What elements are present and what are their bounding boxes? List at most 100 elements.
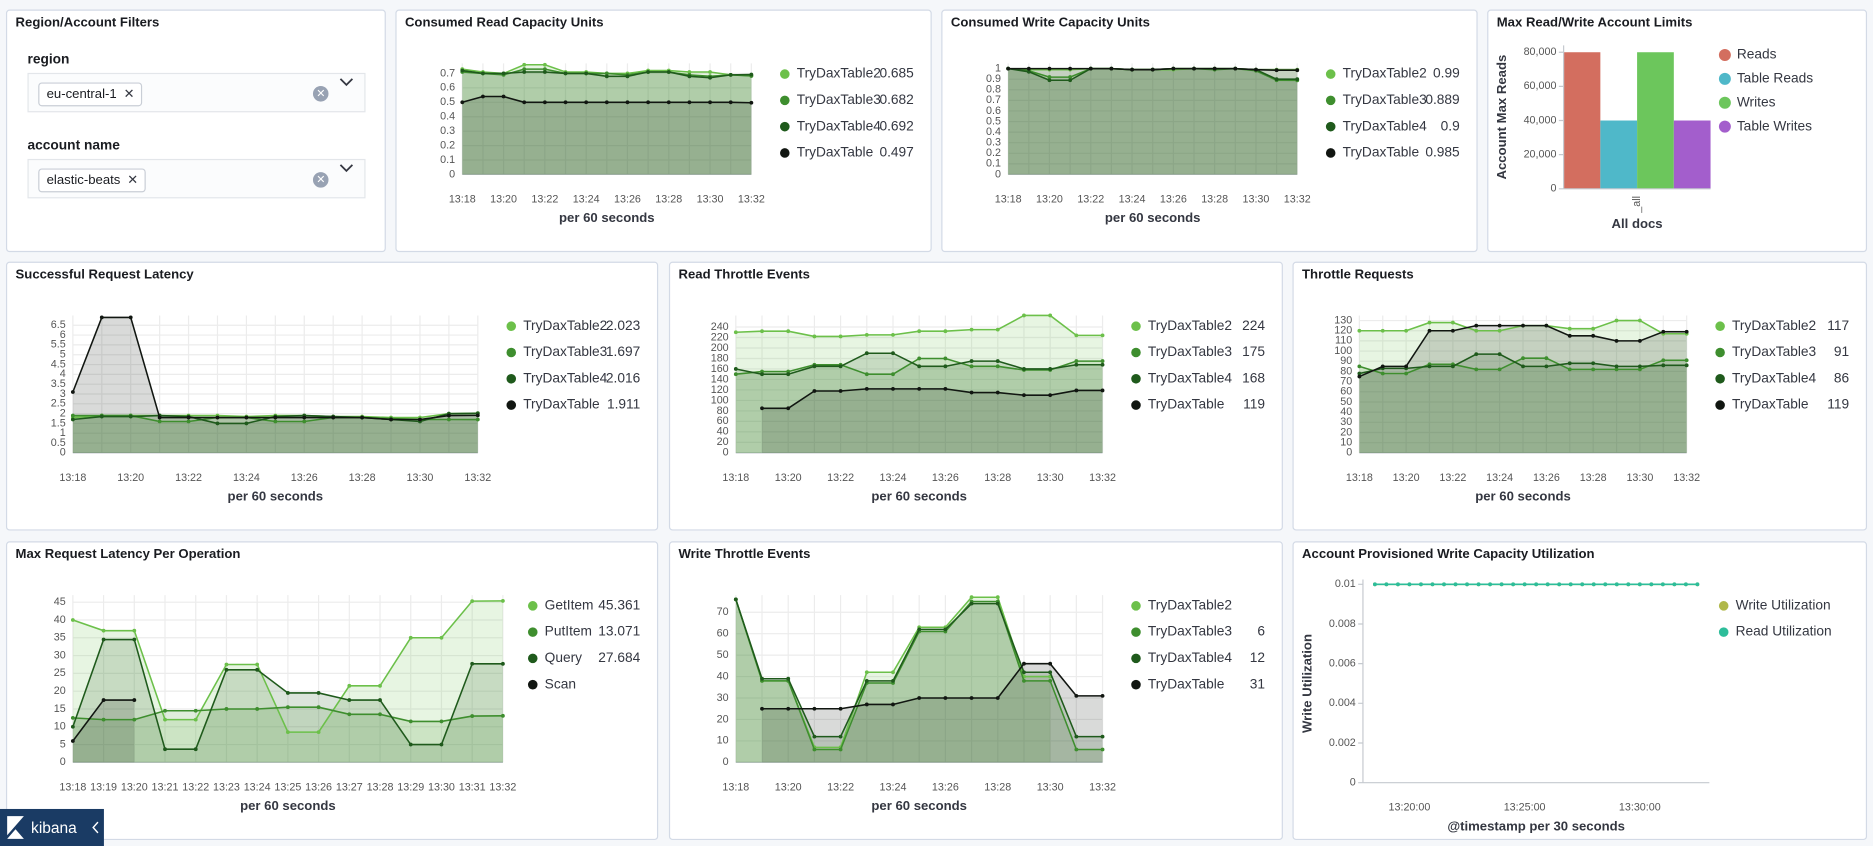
point: [439, 719, 444, 724]
point: [812, 734, 817, 739]
y-tick-label: 45: [54, 596, 66, 608]
y-tick-label: 30: [1340, 416, 1352, 428]
x-tick-label: 13:30: [697, 193, 724, 205]
legend-swatch: [1718, 627, 1729, 637]
point: [1476, 582, 1481, 587]
legend-swatch: [1325, 148, 1336, 158]
x-axis-title: @timestamp per 30 seconds: [1447, 818, 1625, 833]
legend-value: 13.071: [598, 624, 640, 639]
y-tick-label: 5: [60, 349, 66, 361]
point: [1430, 582, 1435, 587]
point: [157, 415, 162, 420]
point: [1357, 374, 1362, 379]
y-tick-label: 80,000: [1524, 46, 1557, 58]
y-tick-label: 0.7: [986, 94, 1001, 106]
point: [1521, 364, 1525, 369]
x-tick-label: 13:30: [1626, 472, 1653, 484]
point: [460, 68, 465, 73]
legend-label: PutItem: [545, 624, 592, 639]
point: [917, 364, 922, 369]
x-tick-label: 13:28: [1580, 472, 1607, 484]
x-tick-label: 13:28: [349, 472, 376, 484]
x-tick-label: 13:30: [1243, 193, 1270, 205]
y-tick-label: 0.01: [1335, 578, 1356, 590]
legend-value: 31: [1250, 676, 1265, 691]
point: [917, 386, 922, 391]
clear-button[interactable]: ✕: [312, 86, 329, 102]
clear-button[interactable]: ✕: [312, 172, 329, 188]
point: [1427, 328, 1432, 333]
chevron[interactable]: [338, 160, 355, 177]
point: [378, 683, 382, 688]
legend-swatch: [1325, 121, 1336, 132]
point: [864, 702, 869, 707]
point: [132, 637, 137, 642]
chart: 00.511.522.533.544.555.566.5 13:18 13:20 13…: [51, 315, 641, 504]
point: [1022, 661, 1026, 666]
y-tick-label: 100: [1334, 345, 1352, 357]
legend-label: TryDaxTable2: [797, 66, 881, 81]
chart: 0 0.002 0.004 0.006 0.008 0.01 13:20:00 13:25:0…: [1299, 578, 1831, 833]
y-tick-label: 0.9: [986, 73, 1001, 85]
point: [786, 369, 791, 374]
x-tick-label: 13:30: [428, 781, 455, 793]
point: [255, 662, 260, 667]
point: [132, 698, 137, 702]
point: [943, 627, 948, 632]
x-tick-label: 13:24: [573, 193, 600, 205]
point: [969, 359, 974, 364]
point: [193, 708, 198, 713]
y-tick-label: 40: [1340, 406, 1352, 418]
point: [500, 713, 505, 718]
legend-value: 0.985: [1425, 145, 1460, 160]
point: [347, 683, 352, 688]
point: [969, 601, 974, 606]
legend-swatch: [1131, 653, 1141, 664]
y-tick-label: 240: [711, 321, 729, 333]
y-tick-label: 0.4: [440, 111, 455, 123]
x-tick-label: 13:18: [722, 472, 749, 484]
chip-remove[interactable]: ✕: [123, 87, 135, 102]
point: [475, 413, 480, 418]
kibana-footer[interactable]: kibana: [0, 808, 104, 846]
point: [1637, 367, 1642, 372]
point: [760, 406, 764, 411]
x-axis-title: per 60 seconds: [871, 489, 967, 504]
x-tick-label: 13:30: [1037, 781, 1064, 793]
collapse-toggle[interactable]: [90, 809, 102, 846]
point: [1022, 393, 1026, 398]
x-tick-label: 13:20: [490, 193, 517, 205]
point: [1022, 678, 1026, 683]
y-tick-label: 60: [717, 628, 729, 640]
x-tick-label: 13:20: [1393, 472, 1420, 484]
y-tick-label: 10: [1340, 437, 1352, 449]
chart-panel: 0 5 10 15 20 25 30 35 40 45 13:18 13:19 13:20 13:21 13…: [5, 541, 659, 841]
combo-box[interactable]: eu-central-1 ✕ ✕: [27, 72, 366, 113]
point: [347, 712, 352, 717]
point: [1048, 313, 1053, 318]
legend-swatch: [506, 347, 517, 358]
chevron[interactable]: [338, 74, 355, 91]
point: [285, 730, 290, 735]
chart: 0 10 20 30 40 50 60 70 13:18 13:20 13:22 13:24 13:26…: [717, 595, 1265, 813]
point: [1497, 328, 1502, 333]
panel-title: Account Provisioned Write Capacity Utili…: [1302, 547, 1595, 562]
combo-box[interactable]: elastic-beats ✕ ✕: [27, 158, 366, 199]
point: [708, 75, 712, 80]
point: [838, 706, 843, 711]
point: [1074, 333, 1079, 338]
y-tick-label: 40,000: [1524, 114, 1557, 126]
point: [1497, 367, 1502, 372]
point: [1048, 367, 1053, 371]
legend-value: 27.684: [598, 650, 640, 665]
y-tick-label: 0.3: [986, 137, 1001, 149]
point: [666, 100, 671, 105]
legend-swatch: [1325, 69, 1336, 79]
x-tick-label: 13:18: [449, 193, 476, 205]
legend-swatch: [1131, 321, 1141, 331]
chip-remove[interactable]: ✕: [127, 173, 139, 188]
point: [584, 100, 589, 105]
point: [917, 627, 922, 632]
x-tick-label: 13:18: [995, 193, 1022, 205]
